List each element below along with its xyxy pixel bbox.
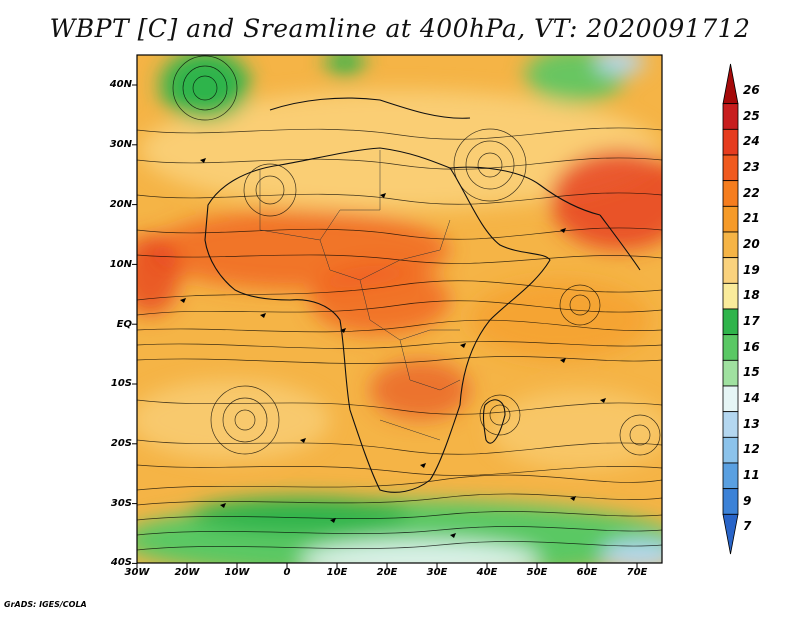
lon-label-50e: 50E: [526, 567, 548, 578]
lon-label-20w: 20W: [174, 567, 200, 578]
colorbar-label: 21: [743, 211, 760, 226]
colorbar-label: 18: [743, 288, 760, 303]
map-title: WBPT [C] and Sreamline at 400hPa, VT: 20…: [49, 14, 751, 43]
colorbar-label: 26: [743, 82, 760, 97]
colorbar-swatch: [722, 359, 739, 387]
lat-label-30n: 30N: [109, 139, 132, 150]
streamline-eddies: [172, 55, 661, 456]
lon-label-10e: 10E: [326, 567, 348, 578]
colorbar-swatch: [722, 308, 739, 336]
colorbar-swatch: [722, 205, 739, 233]
political-borders: [259, 150, 461, 441]
colorbar-swatch: [722, 154, 739, 182]
lat-label-40s: 40S: [110, 557, 132, 568]
colorbar-label: 7: [743, 519, 752, 534]
field-blobs: [137, 55, 662, 563]
colorbar-label: 25: [743, 108, 760, 123]
plot-frame: [136, 54, 663, 564]
colorbar-swatch: [722, 128, 739, 156]
lon-label-30e: 30E: [426, 567, 448, 578]
lat-label-20s: 20S: [110, 438, 132, 449]
colorbar-label: 24: [743, 134, 760, 149]
colorbar-swatch: [722, 180, 739, 207]
lat-label-30s: 30S: [110, 498, 132, 509]
lon-label-70e: 70E: [626, 567, 648, 578]
lat-label-40n: 40N: [109, 79, 132, 90]
colorbar-label: 15: [743, 365, 760, 380]
colorbar-legend: [722, 63, 739, 555]
coastlines: [204, 97, 641, 493]
lon-label-20e: 20E: [376, 567, 398, 578]
colorbar-label: 9: [743, 493, 752, 508]
colorbar-label: 17: [743, 313, 760, 328]
lat-label-20n: 20N: [109, 199, 132, 210]
lat-label-eq: EQ: [116, 319, 132, 330]
colorbar-swatch: [722, 257, 739, 284]
colorbar-label: 16: [743, 339, 760, 354]
colorbar-swatch: [722, 63, 739, 105]
colorbar-swatch: [722, 385, 739, 413]
lon-label-30w: 30W: [124, 567, 150, 578]
lon-label-40e: 40E: [476, 567, 498, 578]
streamline-arrows: [180, 158, 606, 538]
colorbar-swatch: [722, 513, 739, 555]
colorbar-label: 14: [743, 390, 760, 405]
colorbar-label: 23: [743, 159, 760, 174]
colorbar-label: 19: [743, 262, 760, 277]
colorbar-label: 20: [743, 236, 760, 251]
colorbar-swatch: [722, 411, 739, 438]
lon-label-0: 0: [283, 567, 291, 578]
colorbar-swatch: [722, 436, 739, 464]
colorbar-swatch: [722, 103, 739, 130]
colorbar-swatch: [722, 282, 739, 310]
lat-label-10s: 10S: [110, 378, 132, 389]
colorbar-label: 22: [743, 185, 760, 200]
colorbar-label: 11: [743, 467, 760, 482]
colorbar-swatch: [722, 334, 739, 361]
colorbar-swatch: [722, 488, 739, 515]
field-layer: [137, 55, 662, 563]
lon-label-10w: 10W: [224, 567, 250, 578]
colorbar-swatch: [722, 462, 739, 490]
colorbar-label: 12: [743, 442, 760, 457]
lat-label-10n: 10N: [109, 259, 132, 270]
lon-label-60e: 60E: [576, 567, 598, 578]
colorbar-label: 13: [743, 416, 760, 431]
lat-ticks: [132, 84, 137, 564]
grads-credit: GrADS: IGES/COLA: [4, 600, 87, 609]
lon-ticks: [136, 563, 638, 568]
colorbar-swatch: [722, 231, 739, 259]
